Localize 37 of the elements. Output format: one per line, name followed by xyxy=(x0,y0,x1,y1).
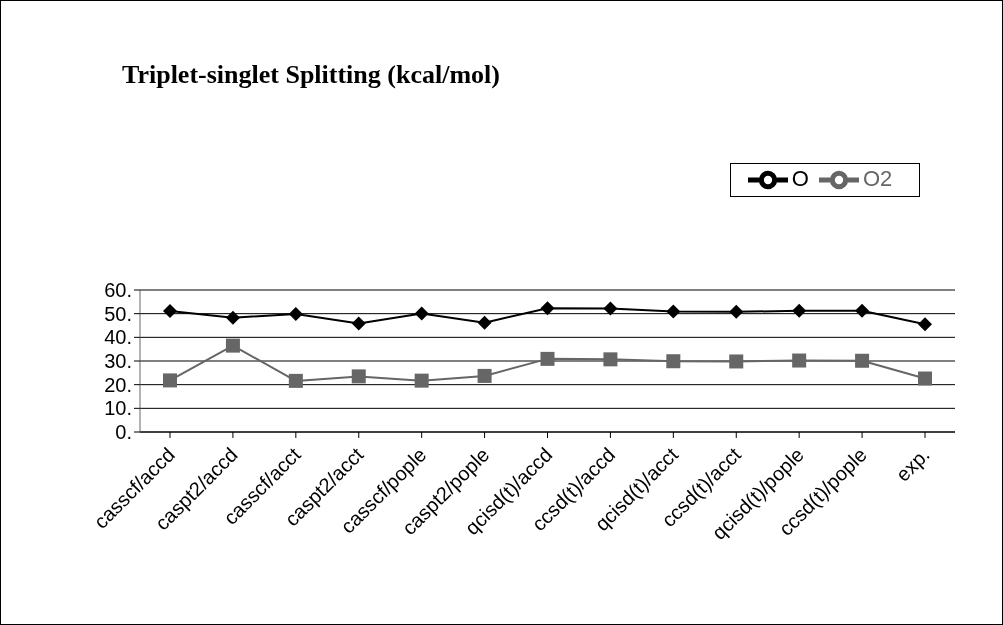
point xyxy=(163,304,177,319)
y-tick-label: 50. xyxy=(104,302,132,325)
point xyxy=(477,368,492,383)
x-tick-label: exp. xyxy=(891,443,934,486)
point xyxy=(477,315,492,330)
point xyxy=(540,351,555,366)
point xyxy=(792,353,807,368)
y-tick-label: 20. xyxy=(104,373,132,396)
point xyxy=(225,310,240,325)
point xyxy=(855,303,870,318)
point xyxy=(855,353,870,368)
y-tick-label: 40. xyxy=(104,326,132,349)
point xyxy=(225,338,240,353)
point xyxy=(729,304,744,319)
y-tick-label: 0. xyxy=(115,421,132,444)
point xyxy=(288,306,303,321)
point xyxy=(414,306,429,321)
point xyxy=(603,301,618,316)
chart-title: Triplet-singlet Splitting (kcal/mol) xyxy=(122,60,500,90)
point xyxy=(351,316,366,331)
y-tick-label: 60. xyxy=(104,279,132,302)
point xyxy=(288,373,303,388)
y-tick-label: 10. xyxy=(104,397,132,420)
point xyxy=(918,317,932,332)
y-tick-label: 30. xyxy=(104,350,132,373)
point xyxy=(163,373,177,388)
point xyxy=(666,304,681,319)
point xyxy=(540,301,555,316)
legend-label: O xyxy=(791,165,809,191)
point xyxy=(414,373,429,388)
point xyxy=(792,303,807,318)
point xyxy=(918,371,932,386)
point xyxy=(729,354,744,369)
point xyxy=(666,354,681,369)
point xyxy=(351,369,366,384)
point xyxy=(603,352,618,367)
legend-label: O2 xyxy=(862,165,893,191)
